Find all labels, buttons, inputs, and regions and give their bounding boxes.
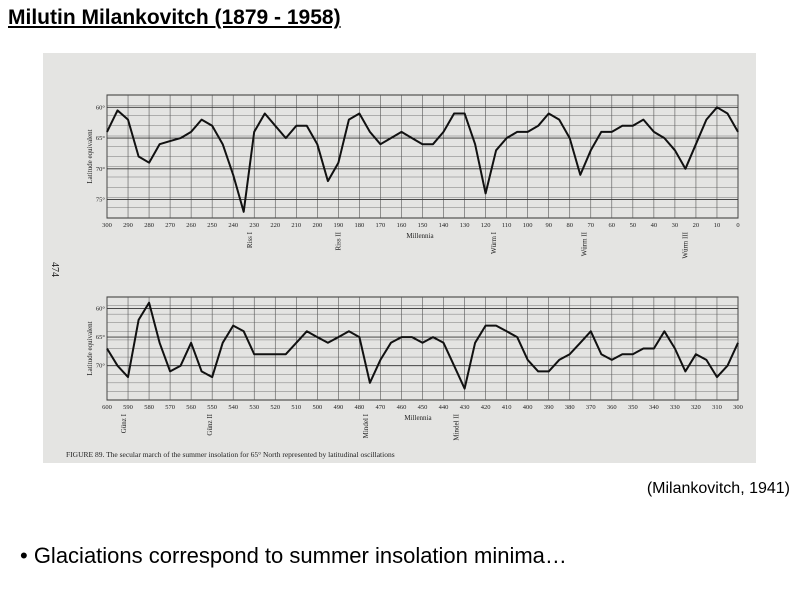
- x-tick-label: 420: [481, 404, 491, 411]
- y-tick-label: 70°: [96, 363, 106, 370]
- x-tick-label: 40: [651, 222, 658, 229]
- citation: (Milankovitch, 1941): [646, 480, 790, 497]
- x-tick-label: 300: [733, 404, 743, 411]
- x-tick-label: 140: [439, 222, 449, 229]
- x-tick-label: 490: [333, 404, 343, 411]
- x-tick-label: 550: [207, 404, 217, 411]
- x-tick-label: 540: [228, 404, 238, 411]
- x-tick-label: 380: [565, 404, 575, 411]
- x-tick-label: 10: [714, 222, 721, 229]
- x-tick-label: 230: [249, 222, 259, 229]
- x-tick-label: 20: [693, 222, 700, 229]
- x-tick-label: 50: [630, 222, 637, 229]
- x-tick-label: 600: [102, 404, 112, 411]
- x-tick-label: 360: [607, 404, 617, 411]
- x-tick-label: 330: [670, 404, 680, 411]
- x-tick-label: 590: [123, 404, 133, 411]
- x-tick-label: 240: [228, 222, 238, 229]
- x-tick-label: 350: [628, 404, 638, 411]
- x-tick-label: 250: [207, 222, 217, 229]
- x-tick-label: 180: [355, 222, 365, 229]
- x-tick-label: 200: [312, 222, 322, 229]
- y-tick-label: 70°: [96, 166, 106, 173]
- x-tick-label: 410: [502, 404, 512, 411]
- x-tick-label: 270: [165, 222, 175, 229]
- x-tick-label: 340: [649, 404, 659, 411]
- x-tick-label: 260: [186, 222, 196, 229]
- glaciation-label: Mindel II: [452, 413, 460, 440]
- x-tick-label: 220: [270, 222, 280, 229]
- glaciation-label: Würm I: [490, 231, 498, 254]
- x-tick-label: 390: [544, 404, 554, 411]
- x-tick-label: 290: [123, 222, 133, 229]
- x-tick-label: 210: [291, 222, 301, 229]
- slide-title: Milutin Milankovitch (1879 - 1958): [8, 6, 341, 29]
- x-tick-label: 60: [609, 222, 616, 229]
- x-tick-label: 300: [102, 222, 112, 229]
- x-tick-label: 310: [712, 404, 722, 411]
- x-tick-label: 570: [165, 404, 175, 411]
- x-tick-label: 400: [523, 404, 533, 411]
- x-tick-label: 320: [691, 404, 701, 411]
- x-tick-label: 580: [144, 404, 154, 411]
- glaciation-label: Riss I: [246, 231, 254, 248]
- x-tick-label: 450: [418, 404, 428, 411]
- figure-caption: FIGURE 89. The secular march of the summ…: [66, 450, 395, 459]
- x-tick-label: 30: [672, 222, 679, 229]
- x-tick-label: 80: [566, 222, 573, 229]
- x-tick-label: 480: [355, 404, 365, 411]
- glaciation-label: Würm II: [581, 231, 589, 256]
- y-tick-label: 60°: [96, 305, 106, 312]
- y-axis-label: Latitude equivalent: [86, 129, 94, 183]
- insolation-curve: [106, 106, 739, 213]
- x-tick-label: 470: [376, 404, 386, 411]
- x-tick-label: 530: [249, 404, 259, 411]
- glaciation-label: Günz II: [206, 413, 214, 435]
- glaciation-label: Mindel I: [362, 413, 370, 438]
- glaciation-label: Riss II: [334, 231, 342, 250]
- x-tick-label: 150: [418, 222, 428, 229]
- x-tick-label: 370: [586, 404, 596, 411]
- x-tick-label: 100: [523, 222, 533, 229]
- x-tick-label: 510: [291, 404, 301, 411]
- glaciation-label: Würm III: [682, 231, 690, 258]
- x-tick-label: 430: [460, 404, 470, 411]
- x-tick-label: 440: [439, 404, 449, 411]
- insolation-curve: [106, 301, 739, 390]
- x-tick-label: 170: [376, 222, 386, 229]
- bullet-point: • Glaciations correspond to summer insol…: [20, 543, 567, 568]
- x-tick-label: 130: [460, 222, 470, 229]
- figure-background: [43, 53, 756, 463]
- x-tick-label: 160: [397, 222, 407, 229]
- x-tick-label: 280: [144, 222, 154, 229]
- x-axis-label: Millennia: [406, 232, 434, 240]
- x-tick-label: 70: [588, 222, 595, 229]
- x-tick-label: 190: [333, 222, 343, 229]
- x-tick-label: 0: [736, 222, 739, 229]
- y-tick-label: 60°: [96, 104, 106, 111]
- page-number: 474: [49, 262, 60, 277]
- y-tick-label: 65°: [96, 135, 106, 142]
- y-tick-label: 65°: [96, 334, 106, 341]
- y-axis-label: Latitude equivalent: [86, 321, 94, 375]
- x-tick-label: 110: [502, 222, 512, 229]
- x-tick-label: 520: [270, 404, 280, 411]
- x-tick-label: 460: [397, 404, 407, 411]
- x-axis-label: Millennia: [404, 414, 432, 422]
- x-tick-label: 500: [312, 404, 322, 411]
- glaciation-label: Günz I: [120, 413, 128, 433]
- x-tick-label: 120: [481, 222, 491, 229]
- x-tick-label: 90: [545, 222, 552, 229]
- x-tick-label: 560: [186, 404, 196, 411]
- y-tick-label: 75°: [96, 197, 106, 204]
